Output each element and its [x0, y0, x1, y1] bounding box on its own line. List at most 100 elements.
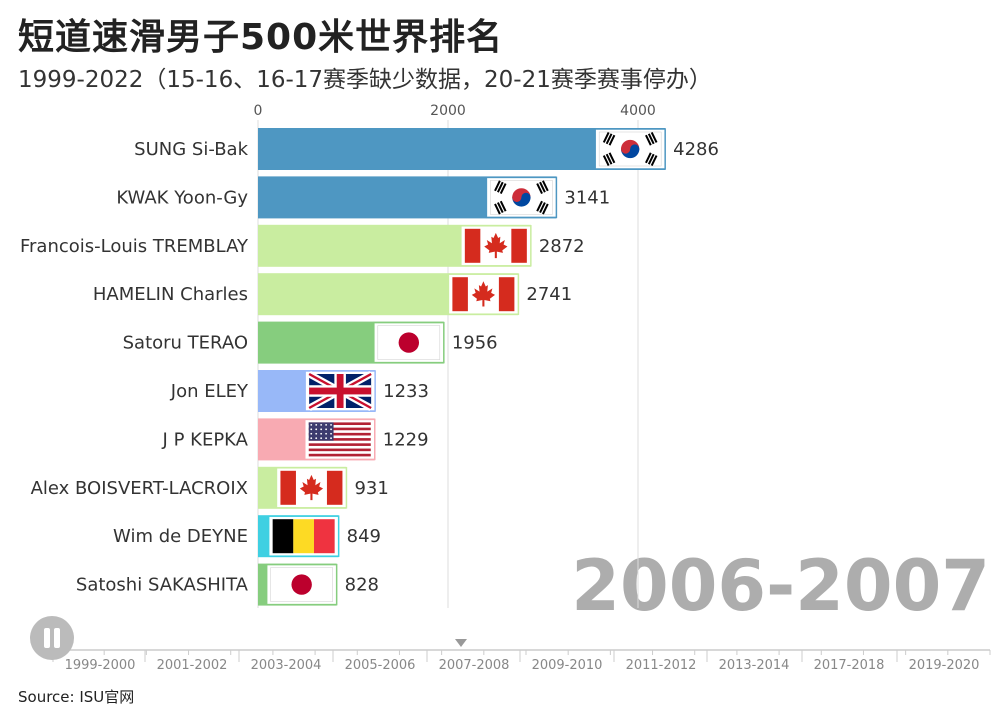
bar-category-label: Wim de DEYNE: [113, 526, 248, 547]
star: [325, 432, 328, 435]
x-tick-label: 2000: [430, 103, 466, 119]
bar-category-label: Satoshi SAKASHITA: [76, 575, 249, 596]
timeline-season-label: 2019-2020: [909, 658, 980, 673]
bar-value-label: 3141: [564, 187, 610, 208]
bar-category-label: HAMELIN Charles: [93, 284, 248, 305]
trigram-bar: [496, 181, 504, 193]
star: [330, 437, 332, 440]
trigram: [602, 152, 616, 167]
bar-category-label: KWAK Yoon-Gy: [116, 187, 248, 208]
flag-part: [398, 332, 420, 353]
timeline-season-label: 2009-2010: [532, 658, 603, 673]
star: [325, 428, 328, 431]
x-tick-label: 0: [254, 103, 263, 119]
bar-row: Francois-Louis TREMBLAY 2872: [20, 224, 585, 267]
maple-leaf: [484, 232, 508, 259]
trigram-bar: [499, 183, 507, 195]
star: [310, 437, 313, 440]
trigram-bar: [602, 155, 610, 167]
star: [310, 428, 313, 431]
star: [310, 432, 313, 435]
star: [330, 424, 332, 426]
star: [320, 428, 323, 431]
flag-part: [620, 144, 631, 154]
flag-part: [313, 519, 335, 554]
star: [330, 428, 332, 431]
trigram-bar: [608, 134, 616, 146]
trigram-bar: [647, 153, 655, 165]
flag-part: [272, 519, 294, 554]
bar-value-label: 4286: [673, 139, 719, 160]
flag-part: [309, 387, 372, 395]
pause-bar: [54, 628, 60, 648]
pause-bar: [44, 628, 50, 648]
maple-leaf: [299, 474, 324, 501]
timeline-season-label: 2001-2002: [157, 658, 228, 673]
bar-row: Satoru TERAO 1956: [123, 321, 498, 364]
bar-category-label: Satoru TERAO: [123, 333, 248, 354]
bar-category-label: SUNG Si-Bak: [134, 139, 248, 160]
trigram: [645, 152, 658, 167]
stripe: [308, 427, 371, 431]
trigram: [536, 180, 549, 195]
bar-value-label: 2872: [539, 236, 585, 257]
trigram-bar: [542, 180, 549, 192]
trigram-bar: [536, 183, 543, 195]
bar-value-label: 1229: [383, 429, 429, 450]
pause-button-bg[interactable]: [30, 616, 74, 660]
flag-part: [511, 228, 527, 263]
chart-subtitle: 1999-2022（15-16、16-17赛季缺少数据，20-21赛季赛事停办）: [18, 67, 712, 93]
flag-part: [280, 470, 296, 505]
pause-button[interactable]: [30, 616, 74, 660]
flag-part: [293, 519, 314, 554]
current-season-label: 2006-2007: [571, 545, 990, 627]
timeline-season-label: 2007-2008: [439, 658, 510, 673]
trigram-bar: [542, 203, 549, 215]
canada-flag: [460, 225, 532, 267]
timeline-position-marker[interactable]: [455, 639, 467, 647]
trigram: [494, 180, 507, 195]
timeline-season-label: 2011-2012: [626, 658, 697, 673]
timeline-season-label: 2003-2004: [251, 658, 322, 673]
trigram-bar: [499, 200, 507, 212]
star: [315, 428, 318, 431]
bar-row: HAMELIN Charles 2741: [93, 273, 572, 316]
belgium-flag: [267, 515, 340, 557]
trigram: [536, 200, 549, 215]
trigram-bar: [605, 133, 613, 145]
timeline-season-label: 1999-2000: [65, 658, 136, 673]
bar-value-label: 828: [345, 575, 379, 596]
canada-flag: [275, 467, 348, 509]
japan-flag: [373, 321, 445, 364]
trigram-bar: [496, 202, 504, 214]
trigram-bar: [608, 152, 616, 164]
bar-row: Alex BOISVERT-LACROIX 931: [31, 466, 389, 509]
flag-part: [464, 228, 481, 263]
stripe: [308, 448, 371, 452]
flag-part: [498, 277, 515, 312]
star: [320, 432, 323, 435]
x-tick-label: 4000: [620, 103, 656, 119]
bar-category-label: J P KEPKA: [162, 429, 249, 450]
stripe: [308, 443, 371, 446]
trigram-bar: [645, 152, 652, 164]
timeline-season-label: 2017-2018: [814, 658, 885, 673]
trigram: [494, 200, 507, 215]
bar-value-label: 931: [354, 478, 388, 499]
japan-flag: [265, 563, 338, 606]
flag-part: [326, 470, 343, 505]
star: [310, 424, 313, 426]
stripe: [308, 422, 371, 426]
flag-part: [521, 192, 531, 202]
bar-row: J P KEPKA 1229: [162, 418, 429, 461]
star: [315, 437, 318, 440]
bar-value-label: 1956: [452, 333, 498, 354]
maple-leaf: [471, 281, 496, 307]
stripe: [308, 438, 371, 441]
trigram-bar: [605, 153, 613, 165]
bar-row: SUNG Si-Bak 4286: [134, 128, 719, 170]
trigram: [602, 131, 616, 146]
trigram: [645, 131, 658, 146]
trigram-bar: [494, 180, 501, 192]
trigram-bar: [645, 134, 652, 146]
